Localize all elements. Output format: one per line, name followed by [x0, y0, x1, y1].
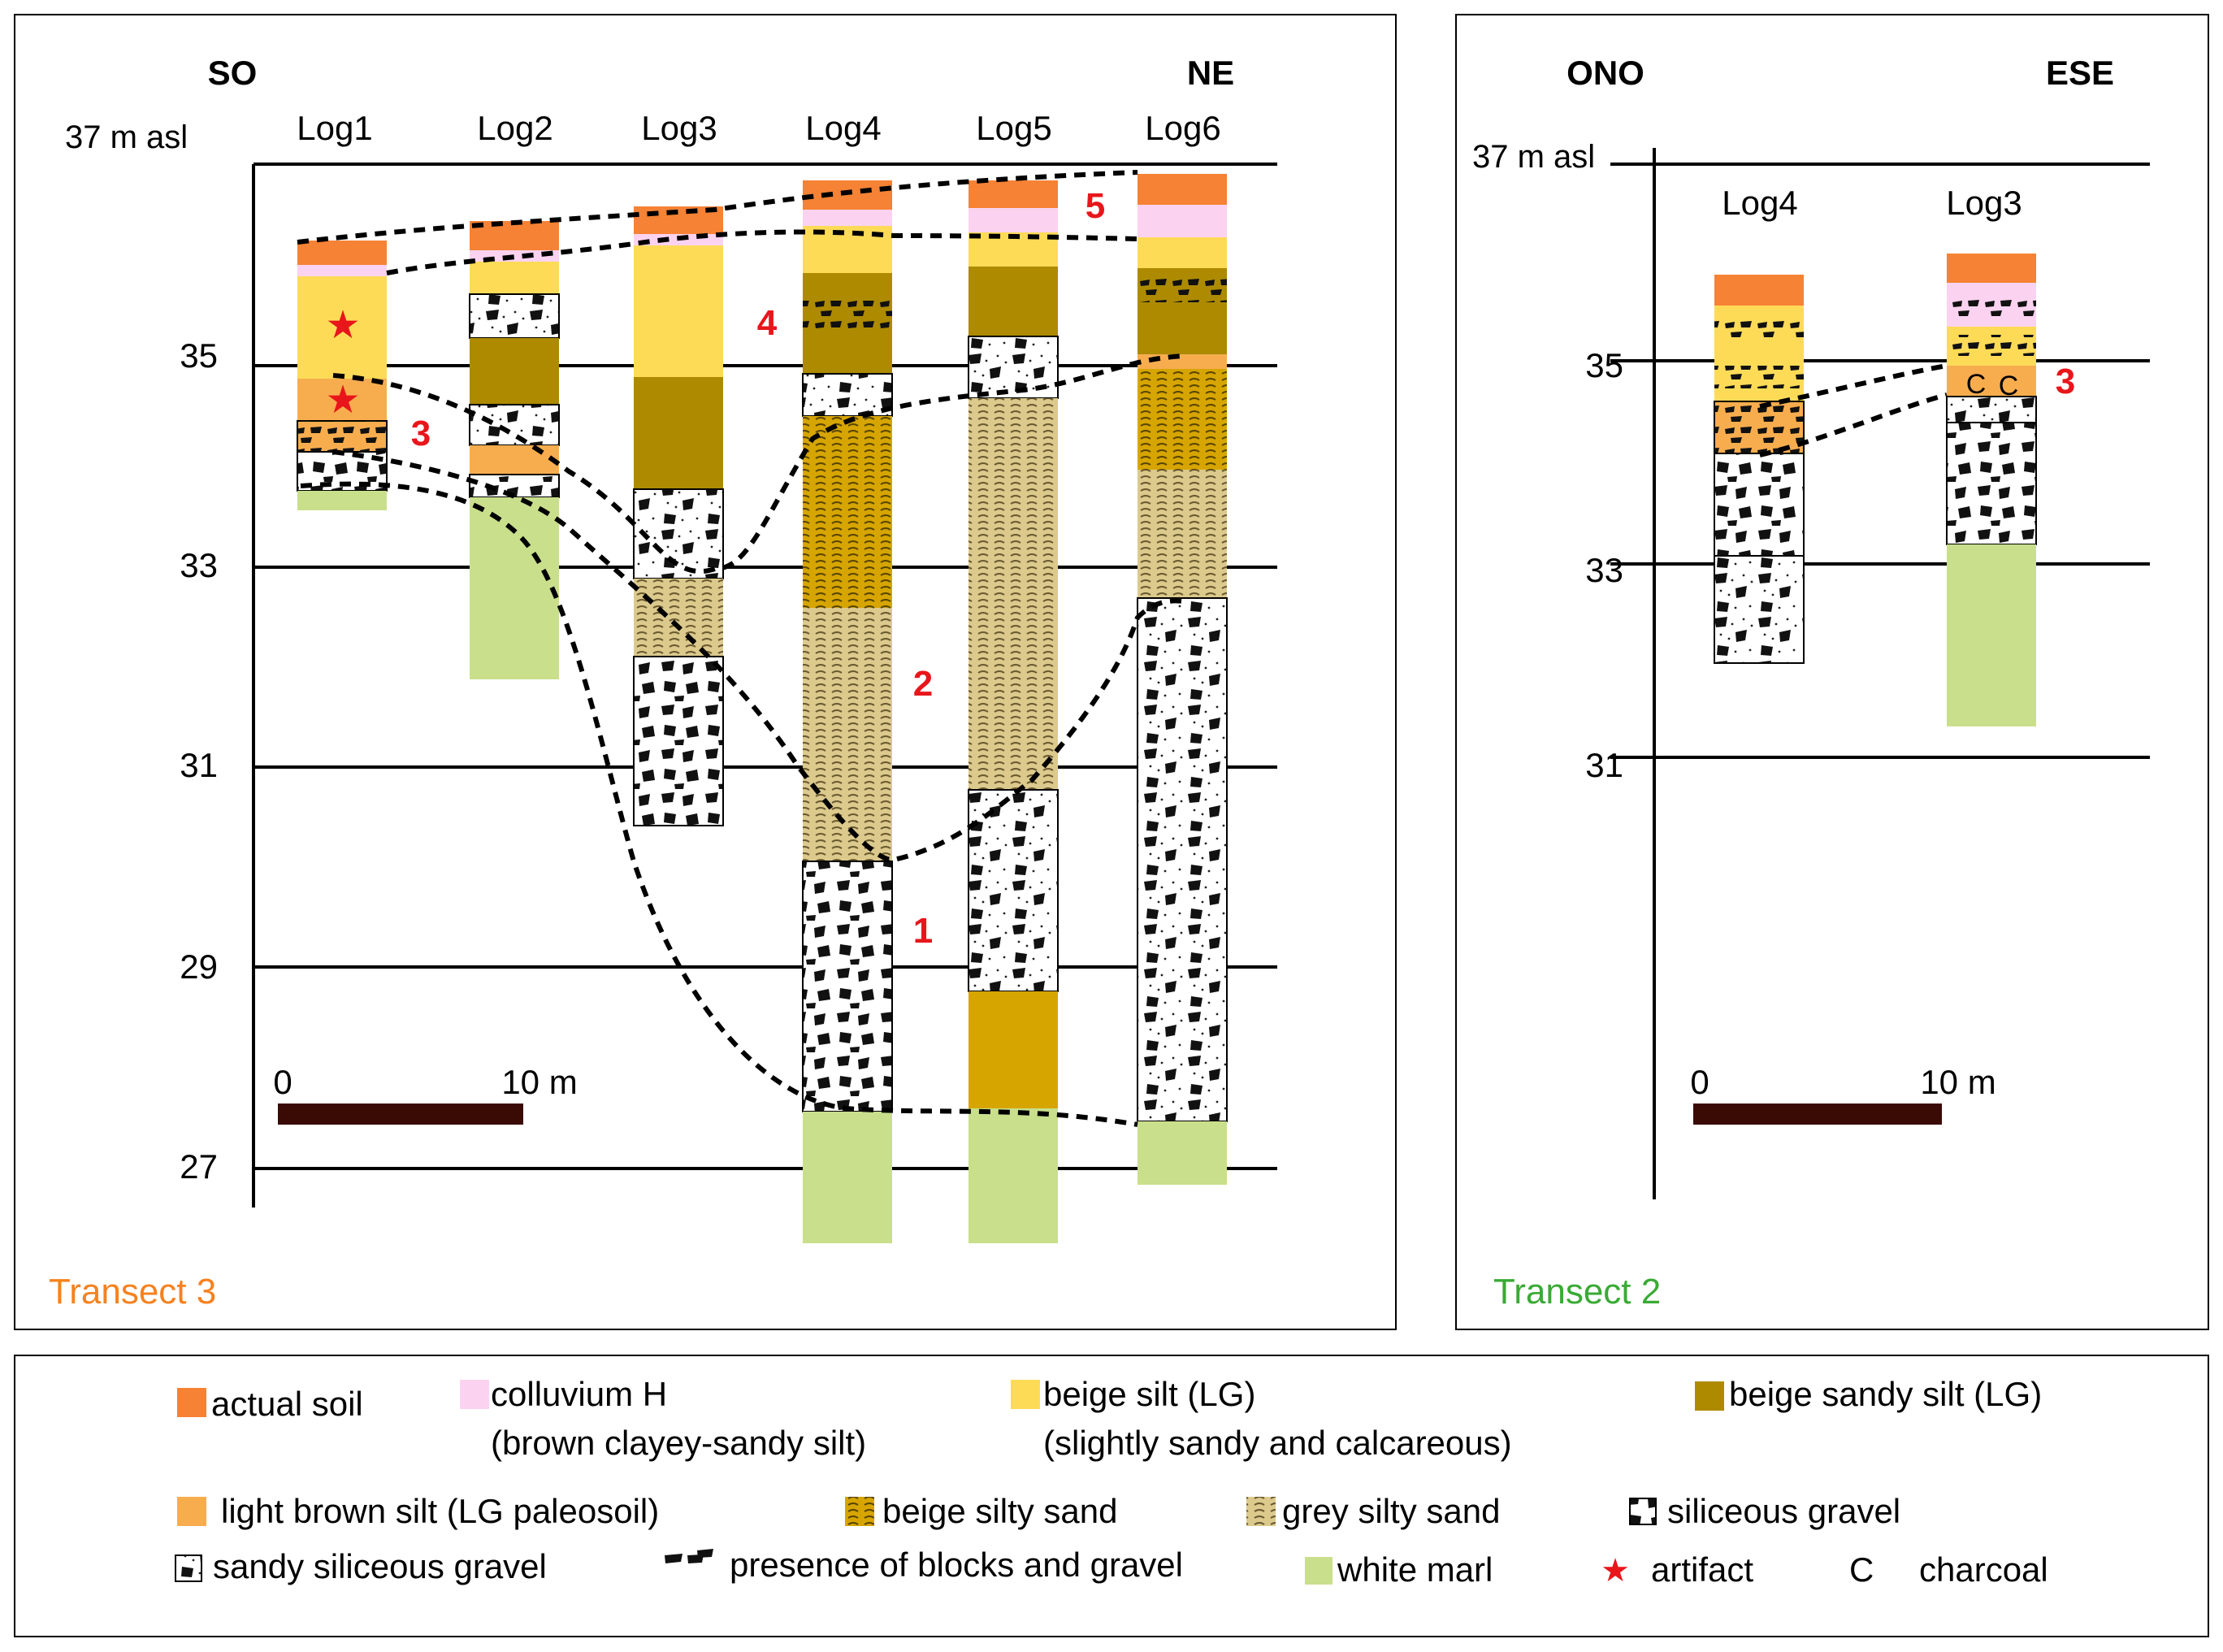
t3-tick-29: 29 — [180, 947, 218, 986]
legend-actual-soil: actual soil — [211, 1385, 363, 1423]
legend-swatch-grey-silty-sand — [1246, 1497, 1276, 1526]
unit-number-1: 1 — [913, 911, 933, 951]
t2-unit-number-3: 3 — [2056, 362, 2075, 401]
t2-tick-35: 35 — [1585, 346, 1623, 384]
legend-light-brown-silt: light brown silt (LG paleosoil) — [221, 1492, 659, 1530]
t3-log3-label: Log3 — [641, 109, 717, 147]
t3-scale-end: 10 m — [501, 1063, 577, 1101]
legend-artifact: artifact — [1651, 1550, 1753, 1589]
transect-3-title: Transect 3 — [49, 1272, 216, 1312]
legend-beige-sandy-silt: beige sandy silt (LG) — [1729, 1375, 2042, 1413]
unit-number-5: 5 — [1086, 186, 1105, 226]
t2-tick-31: 31 — [1585, 746, 1623, 784]
unit-number-4: 4 — [757, 303, 778, 343]
t2-correlation-lines — [1759, 363, 1948, 457]
t3-scale-start: 0 — [273, 1063, 292, 1101]
legend-frame — [14, 1355, 2209, 1637]
t3-scale-bar — [278, 1104, 523, 1125]
legend-swatch-actual-soil — [177, 1388, 206, 1417]
t2-log3-column: C C — [1946, 254, 2037, 726]
transect-3-gridlines — [252, 163, 1277, 1208]
t2-tick-33: 33 — [1585, 551, 1623, 589]
t2-scale-start: 0 — [1690, 1063, 1709, 1101]
t2-elevation-label: 37 m asl — [1472, 139, 1595, 175]
legend-swatch-beige-silty-sand — [845, 1497, 874, 1526]
transect-2-gridlines — [1610, 148, 2150, 1199]
t3-log2-column — [469, 221, 560, 679]
artifact-icon: ★ — [325, 304, 360, 347]
legend-siliceous-gravel: siliceous gravel — [1667, 1492, 1900, 1530]
t2-direction-left: ONO — [1566, 54, 1644, 92]
legend-swatch-sandy-siliceous-gravel — [175, 1554, 202, 1582]
t3-log3-column — [633, 206, 724, 826]
t3-tick-33: 33 — [180, 546, 218, 584]
legend-swatch-blocks — [665, 1549, 713, 1563]
legend-grey-silty-sand: grey silty sand — [1282, 1492, 1500, 1530]
legend-charcoal-symbol: C — [1849, 1550, 1874, 1589]
t3-log5-column — [968, 180, 1059, 1243]
legend-panel: actual soil colluvium H (brown clayey-sa… — [14, 1355, 2209, 1637]
t3-log1-label: Log1 — [297, 109, 372, 147]
legend-artifact-icon: ★ — [1601, 1553, 1630, 1589]
t3-direction-right: NE — [1187, 54, 1234, 92]
artifact-icon: ★ — [325, 379, 360, 422]
legend-swatch-beige-silt — [1011, 1380, 1040, 1409]
t3-log5-label: Log5 — [976, 109, 1051, 147]
legend-colluvium-line1: colluvium H — [491, 1375, 667, 1413]
transect-2-frame — [1455, 14, 2209, 1330]
transect-2-title: Transect 2 — [1493, 1272, 1661, 1312]
legend-white-marl: white marl — [1337, 1550, 1493, 1589]
t3-log2-label: Log2 — [477, 109, 552, 147]
t3-direction-left: SO — [208, 54, 258, 92]
legend-blocks: presence of blocks and gravel — [730, 1546, 1183, 1584]
t3-tick-27: 27 — [180, 1147, 218, 1186]
t3-log4-column — [802, 180, 893, 1243]
t2-scale-bar — [1693, 1104, 1942, 1125]
legend-beige-silty-sand: beige silty sand — [882, 1492, 1118, 1530]
t2-log4-column — [1714, 275, 1805, 664]
transect-2-panel: ONO ESE 37 m asl 35 33 31 Log4 Log3 — [1455, 14, 2209, 1330]
unit-number-2: 2 — [913, 664, 933, 704]
legend-swatch-siliceous-gravel — [1629, 1498, 1657, 1525]
t2-log3-label: Log3 — [1946, 184, 2022, 222]
t2-log4-label: Log4 — [1722, 184, 1797, 222]
t3-tick-31: 31 — [180, 746, 218, 784]
legend-colluvium-line2: (brown clayey-sandy silt) — [491, 1424, 866, 1462]
t2-scale-end: 10 m — [1920, 1063, 1996, 1101]
legend-charcoal: charcoal — [1919, 1550, 2048, 1589]
t3-elevation-label: 37 m asl — [65, 119, 188, 155]
legend-beige-silt-line1: beige silt (LG) — [1043, 1375, 1255, 1413]
t3-log1-column: ★ ★ — [297, 241, 388, 510]
unit-number-3: 3 — [411, 414, 431, 453]
legend-beige-silt-line2: (slightly sandy and calcareous) — [1043, 1424, 1512, 1462]
legend-swatch-white-marl — [1305, 1557, 1332, 1585]
t3-log6-column — [1137, 174, 1228, 1185]
t3-tick-35: 35 — [180, 336, 218, 375]
legend-sandy-siliceous-gravel: sandy siliceous gravel — [213, 1547, 547, 1585]
t3-log4-label: Log4 — [805, 109, 881, 147]
t3-correlation-lines — [297, 170, 1187, 1127]
t3-log6-label: Log6 — [1145, 109, 1220, 147]
transect-3-panel: SO NE 37 m asl 35 33 31 29 27 Log1 Log2 … — [14, 14, 1397, 1330]
legend-swatch-beige-sandy-silt — [1695, 1381, 1724, 1411]
charcoal-mark: C — [1966, 369, 1987, 400]
charcoal-mark: C — [1999, 371, 2019, 401]
legend-swatch-colluvium — [460, 1380, 489, 1409]
t2-direction-right: ESE — [2046, 54, 2114, 92]
legend-swatch-light-brown-silt — [177, 1497, 206, 1526]
